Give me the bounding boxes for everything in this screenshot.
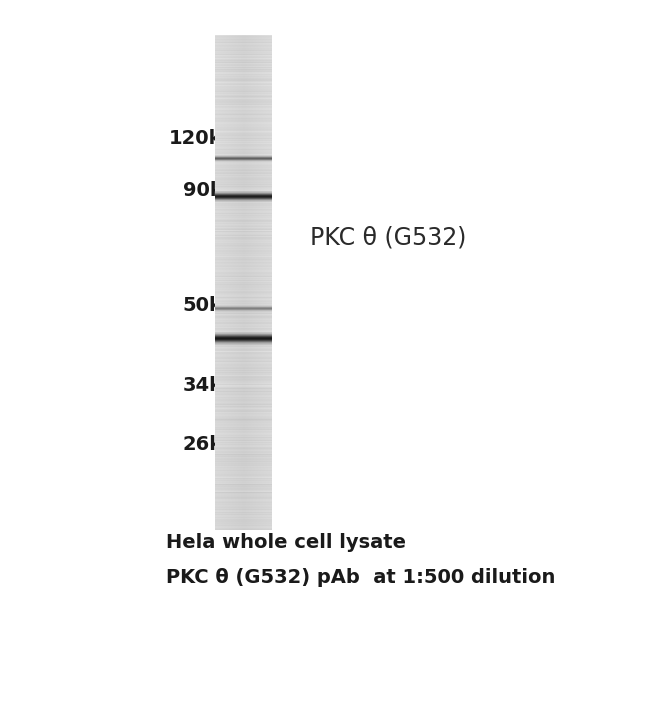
Text: PKC θ (G532) pAb  at 1:500 dilution: PKC θ (G532) pAb at 1:500 dilution [166, 567, 556, 587]
Text: Hela whole cell lysate: Hela whole cell lysate [166, 533, 406, 552]
Text: 26kd: 26kd [182, 435, 236, 454]
Text: 120kd: 120kd [169, 130, 236, 148]
Text: 90kd: 90kd [183, 181, 236, 200]
Text: 34kd: 34kd [183, 376, 236, 395]
Text: 50kd: 50kd [183, 297, 236, 315]
Text: PKC θ (G532): PKC θ (G532) [310, 225, 466, 249]
